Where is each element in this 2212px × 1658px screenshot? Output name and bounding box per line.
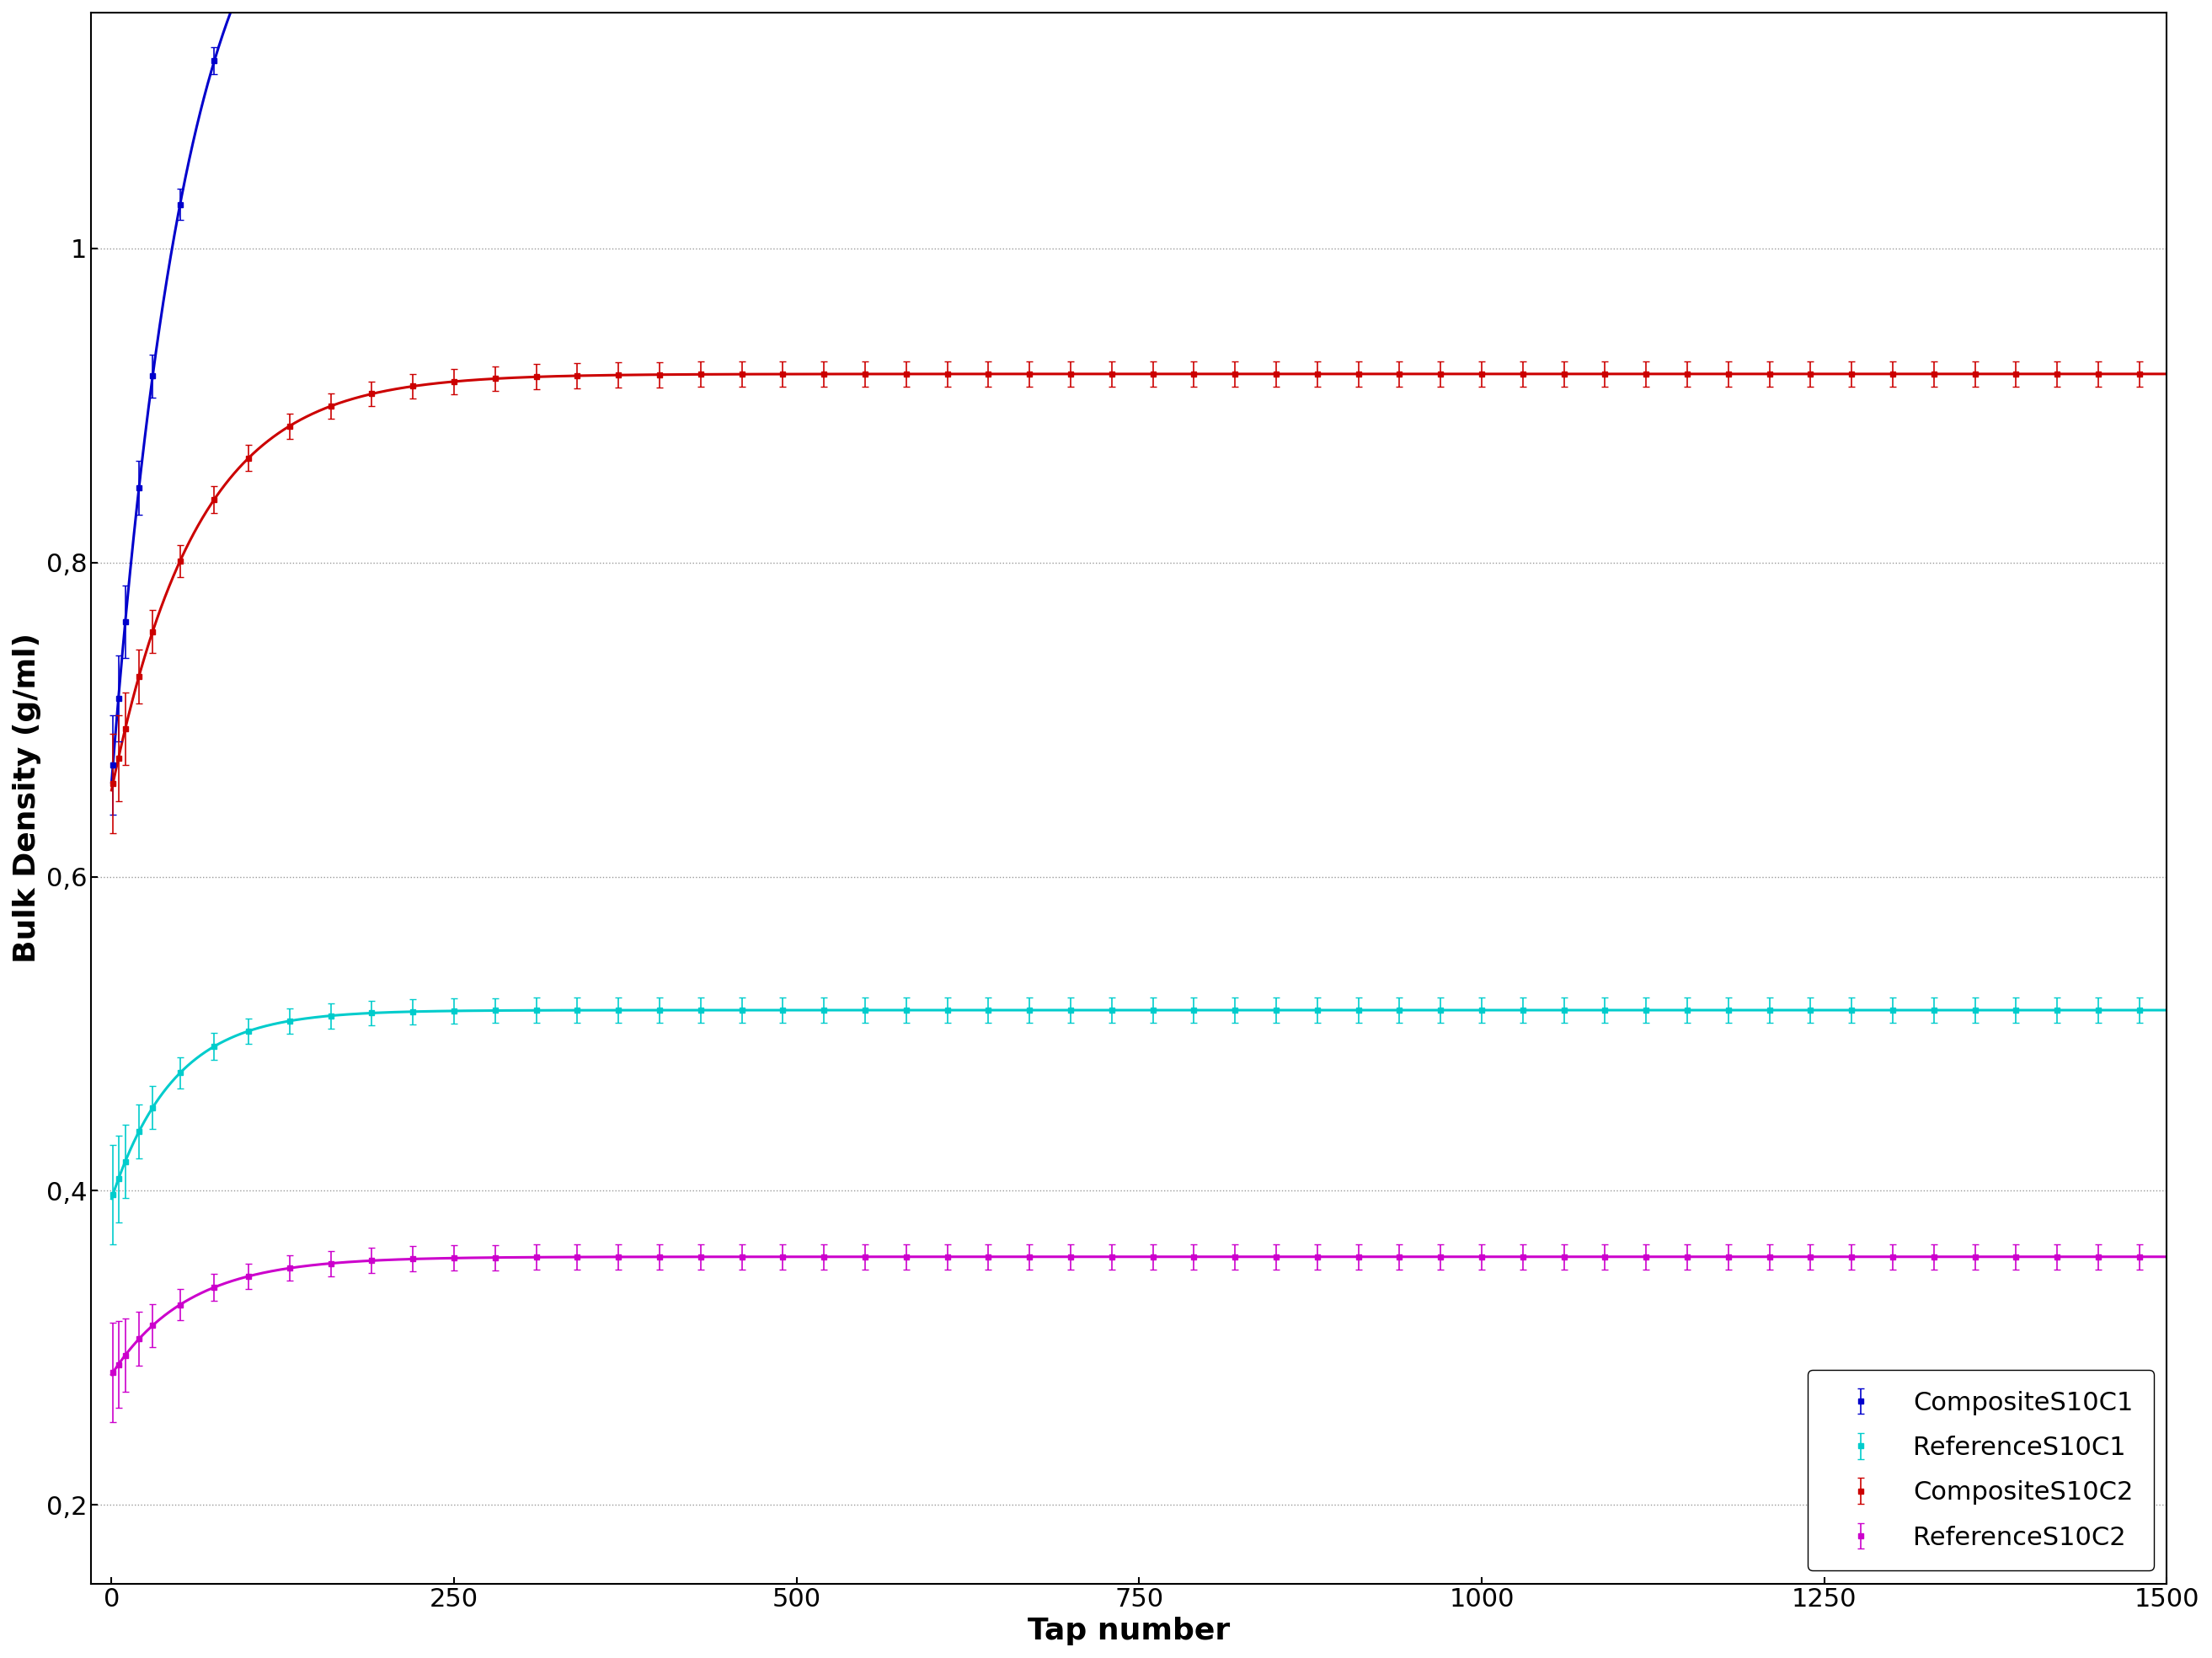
- X-axis label: Tap number: Tap number: [1029, 1617, 1230, 1645]
- Y-axis label: Bulk Density (g/ml): Bulk Density (g/ml): [13, 633, 42, 963]
- Legend: CompositeS10C1, ReferenceS10C1, CompositeS10C2, ReferenceS10C2: CompositeS10C1, ReferenceS10C1, Composit…: [1807, 1370, 2154, 1570]
